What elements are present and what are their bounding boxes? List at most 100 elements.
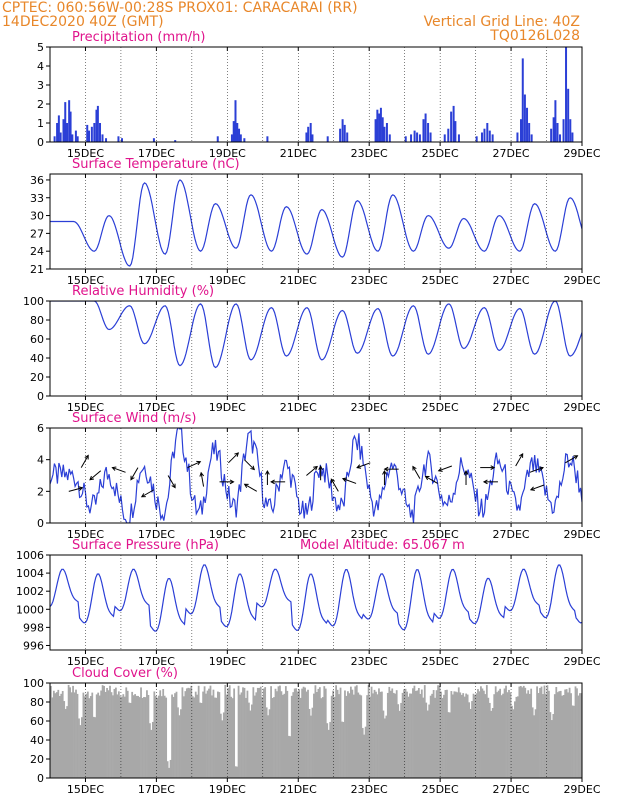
precip-bar [516,132,519,142]
cloud-bar [91,692,94,778]
cloud-bar [199,702,202,778]
wind-arrow-head [463,469,469,475]
precip-x-tick-label: 17DEC [138,147,175,160]
cloud-bar [364,726,367,778]
wind-arrow [80,455,89,468]
cloud-bar [419,693,422,778]
cloud-title: Cloud Cover (%) [72,666,178,681]
cloud-bar [477,689,479,778]
wind-arrow-head [196,460,202,466]
cloud-bar [172,696,175,778]
cloud-bar [227,688,230,778]
cloud-bar [177,707,179,778]
pres-title: Surface Pressure (hPa) [72,538,219,553]
precip-bar [526,107,529,142]
precip-bar [488,130,491,142]
precip-bar [86,124,89,142]
cloud-bar [86,691,89,778]
wind-arrow-head [250,465,255,471]
precip-bar [567,88,570,142]
wind-arrow-head [89,475,95,481]
pres-y-tick-label: 1006 [16,549,44,562]
cloud-bar [253,695,256,778]
cloud-x-tick-label: 19DEC [209,783,246,796]
cloud-bar [218,692,221,778]
precip-bar [64,102,67,142]
temp-x-tick-label: 17DEC [138,274,175,287]
cloud-bar [318,687,321,778]
cloud-bar [543,685,546,778]
precip-bar [341,119,344,142]
rh-plot-area [50,301,582,369]
precip-y-tick-label: 5 [37,41,44,54]
cloud-bar [468,702,470,778]
cloud-bar [355,685,358,778]
precip-bar [475,136,478,142]
wind-arrow-head [130,475,135,481]
cloud-bar [311,707,314,778]
temp-x-tick-label: 23DEC [351,274,388,287]
cloud-bar [351,689,354,778]
wind-arrow-head [490,465,496,470]
cloud-bar [484,694,487,778]
cloud-y-tick-label: 100 [23,677,44,690]
cloud-bar [576,688,578,778]
cloud-bar [372,693,374,778]
cloud-bar [214,697,216,778]
cloud-bar [416,690,419,778]
cloud-bar [55,692,58,778]
cloud-bar [324,688,327,778]
cloud-bar [256,687,259,778]
precip-bar [559,134,562,142]
cloud-bar [144,697,147,778]
cloud-x-tick-label: 23DEC [351,783,388,796]
cloud-bar [61,691,64,778]
precip-bar [307,126,310,142]
cloud-bar [497,690,500,778]
wind-arrow [330,478,339,492]
cloud-bar [522,685,525,778]
precip-bar [447,128,450,142]
precip-x-tick-label: 19DEC [209,147,246,160]
cloud-bar [485,685,488,778]
wind-frame [49,427,583,524]
cloud-bar [508,689,510,778]
wind-arrow [89,470,102,481]
rh-y-tick-label: 40 [30,352,44,365]
cloud-bar [197,685,200,778]
cloud-bar [466,694,469,778]
cloud-bar [230,696,233,778]
wind-arrow [244,459,255,470]
precip-y-tick-label: 2 [37,98,44,111]
wind-x-tick-label: 29DEC [563,528,600,541]
precip-bar [413,130,416,142]
cloud-bar [310,715,312,778]
cloud-bar [552,714,555,778]
precip-bar [378,113,381,142]
cloud-bar [480,686,482,778]
cloud-bar [166,761,169,778]
cloud-bar [94,717,97,778]
rh-x-tick-label: 29DEC [563,401,600,414]
wind-arrow [244,483,258,492]
cloud-bar [400,702,403,778]
cloud-bar [429,695,432,778]
cloud-bar [67,684,70,778]
cloud-bar [75,689,77,778]
precip-bar [491,134,494,142]
cloud-bar [128,702,131,778]
temp-x-tick-label: 21DEC [280,274,317,287]
precip-bar [152,138,155,142]
precip-bar [305,132,308,142]
cloud-bar [376,694,379,778]
precip-bar [530,134,533,142]
cloud-bar [474,695,476,778]
cloud-bar [412,688,414,778]
cloud-bar [103,685,105,778]
cloud-bar [462,693,465,778]
cloud-bar [392,692,395,778]
cloud-bar [92,716,95,778]
cloud-bar [156,697,159,778]
wind-arrow-head [341,477,347,482]
cloud-x-tick-label: 25DEC [422,783,459,796]
